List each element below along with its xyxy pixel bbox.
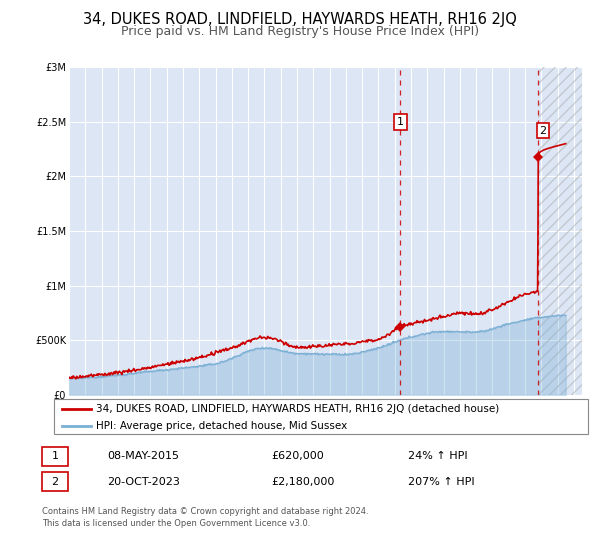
Text: 34, DUKES ROAD, LINDFIELD, HAYWARDS HEATH, RH16 2JQ: 34, DUKES ROAD, LINDFIELD, HAYWARDS HEAT… — [83, 12, 517, 27]
Text: £620,000: £620,000 — [271, 451, 324, 461]
Bar — [538, 67, 582, 395]
Text: 08-MAY-2015: 08-MAY-2015 — [107, 451, 179, 461]
Text: 2: 2 — [52, 477, 59, 487]
Text: HPI: Average price, detached house, Mid Sussex: HPI: Average price, detached house, Mid … — [95, 421, 347, 431]
Text: 1: 1 — [52, 451, 59, 461]
Text: 20-OCT-2023: 20-OCT-2023 — [107, 477, 181, 487]
Text: 24% ↑ HPI: 24% ↑ HPI — [408, 451, 467, 461]
Text: £2,180,000: £2,180,000 — [271, 477, 335, 487]
Bar — [538, 67, 582, 395]
Text: 34, DUKES ROAD, LINDFIELD, HAYWARDS HEATH, RH16 2JQ (detached house): 34, DUKES ROAD, LINDFIELD, HAYWARDS HEAT… — [95, 404, 499, 414]
Text: 1: 1 — [397, 117, 404, 127]
FancyBboxPatch shape — [42, 447, 68, 466]
Text: 207% ↑ HPI: 207% ↑ HPI — [408, 477, 475, 487]
Text: 2: 2 — [539, 125, 547, 136]
Text: Contains HM Land Registry data © Crown copyright and database right 2024.
This d: Contains HM Land Registry data © Crown c… — [42, 507, 368, 528]
FancyBboxPatch shape — [42, 472, 68, 491]
FancyBboxPatch shape — [54, 399, 588, 434]
Text: Price paid vs. HM Land Registry's House Price Index (HPI): Price paid vs. HM Land Registry's House … — [121, 25, 479, 38]
